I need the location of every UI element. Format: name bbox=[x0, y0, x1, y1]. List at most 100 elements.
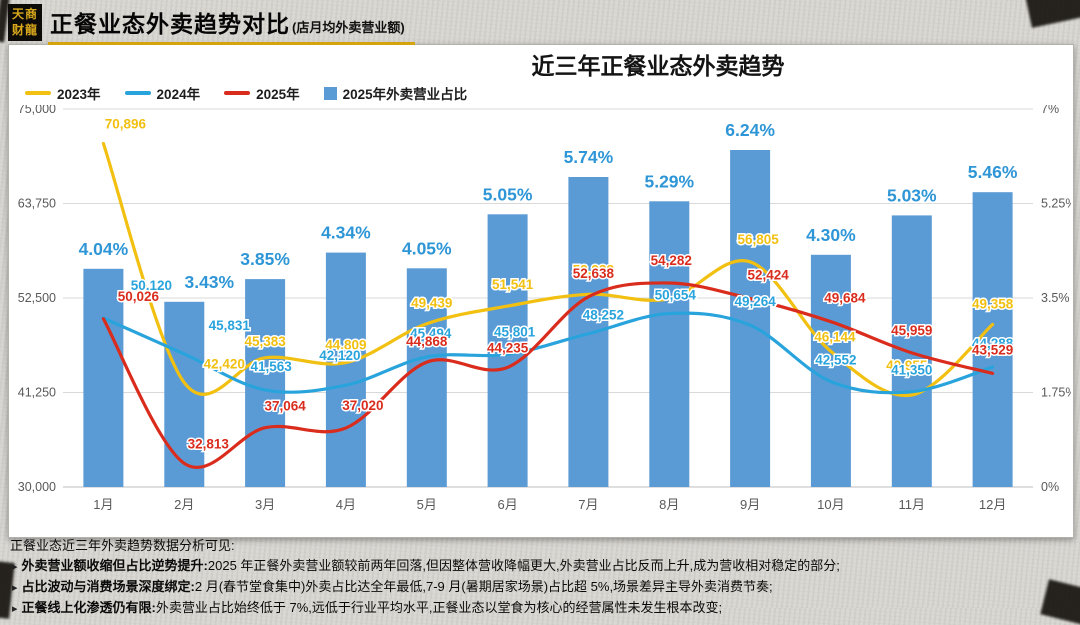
paper-corner-mark bbox=[1025, 0, 1080, 28]
svg-text:1.75%: 1.75% bbox=[1041, 386, 1071, 400]
svg-text:75,000: 75,000 bbox=[18, 105, 56, 116]
svg-text:0%: 0% bbox=[1041, 480, 1059, 494]
svg-text:7月: 7月 bbox=[578, 497, 598, 512]
legend-label: 2024年 bbox=[156, 87, 201, 102]
legend-bar-swatch bbox=[323, 86, 337, 100]
bullet-arrow-icon: ▸ bbox=[12, 561, 18, 573]
analysis-intro: 正餐业态近三年外卖趋势数据分析可见: bbox=[10, 538, 235, 553]
chart-title: 近三年正餐业态外卖趋势 bbox=[531, 53, 785, 79]
svg-text:44,868: 44,868 bbox=[406, 334, 448, 349]
svg-text:4.04%: 4.04% bbox=[79, 239, 129, 259]
svg-text:5.03%: 5.03% bbox=[887, 185, 937, 205]
svg-text:45,801: 45,801 bbox=[494, 324, 536, 339]
svg-text:6.24%: 6.24% bbox=[725, 120, 775, 140]
chart-legend: 2023年 2024年 2025年 2025年外卖营业占比 bbox=[25, 83, 467, 103]
svg-text:4.05%: 4.05% bbox=[402, 238, 452, 258]
svg-text:10月: 10月 bbox=[817, 497, 844, 512]
legend-item-2025: 2025年 bbox=[224, 83, 300, 103]
svg-text:42,420: 42,420 bbox=[204, 357, 245, 372]
svg-text:49,358: 49,358 bbox=[972, 296, 1014, 311]
svg-text:40,955: 40,955 bbox=[886, 358, 928, 373]
svg-text:37,064: 37,064 bbox=[264, 399, 306, 414]
svg-text:5.29%: 5.29% bbox=[644, 171, 694, 191]
combo-chart: 75,000 7% 63,750 5.25% 52,500 3.5% 41,250 1.75%… bbox=[18, 105, 1071, 512]
brand-logo-line1: 天商 bbox=[11, 7, 38, 21]
svg-text:50,026: 50,026 bbox=[118, 289, 160, 304]
svg-text:49,684: 49,684 bbox=[824, 291, 866, 306]
analysis-bullet-title: 占比波动与消费场景深度绑定: bbox=[21, 579, 195, 594]
svg-text:5.25%: 5.25% bbox=[1041, 197, 1071, 211]
svg-text:45,383: 45,383 bbox=[244, 334, 286, 349]
page-subtitle: (店月均外卖营业额) bbox=[292, 20, 405, 35]
svg-text:5.05%: 5.05% bbox=[483, 184, 533, 204]
svg-text:48,252: 48,252 bbox=[583, 308, 624, 323]
svg-text:45,831: 45,831 bbox=[209, 318, 251, 333]
svg-text:44,235: 44,235 bbox=[487, 340, 529, 355]
svg-text:44,288: 44,288 bbox=[972, 336, 1014, 351]
bullet-arrow-icon: ▸ bbox=[12, 603, 18, 615]
svg-text:3.85%: 3.85% bbox=[240, 249, 290, 269]
svg-text:3.5%: 3.5% bbox=[1041, 291, 1070, 305]
analysis-section: 正餐业态近三年外卖趋势数据分析可见: ▸ 外卖营业额收缩但占比逆势提升:2025 … bbox=[10, 538, 1072, 619]
svg-text:30,000: 30,000 bbox=[18, 480, 56, 494]
legend-line-swatch-2024 bbox=[124, 91, 151, 95]
svg-text:42,552: 42,552 bbox=[815, 353, 856, 368]
svg-text:52,500: 52,500 bbox=[18, 291, 56, 305]
svg-text:9月: 9月 bbox=[740, 497, 760, 512]
legend-label: 2025年 bbox=[256, 87, 300, 102]
svg-text:7%: 7% bbox=[1041, 105, 1059, 116]
svg-text:70,896: 70,896 bbox=[105, 117, 147, 132]
svg-text:4月: 4月 bbox=[336, 497, 356, 512]
svg-text:37,020: 37,020 bbox=[342, 398, 383, 413]
legend-item-2023: 2023年 bbox=[25, 83, 101, 103]
svg-text:32,813: 32,813 bbox=[188, 436, 230, 451]
svg-text:49,439: 49,439 bbox=[411, 296, 452, 311]
brand-logo-line2: 财龍 bbox=[11, 22, 38, 37]
svg-text:45,494: 45,494 bbox=[410, 326, 452, 341]
svg-text:4.34%: 4.34% bbox=[321, 223, 371, 243]
svg-text:41,563: 41,563 bbox=[250, 359, 292, 374]
svg-text:44,809: 44,809 bbox=[325, 338, 366, 353]
brand-logo: 天商 财龍 bbox=[8, 4, 42, 41]
svg-text:12月: 12月 bbox=[979, 497, 1006, 512]
svg-text:5.74%: 5.74% bbox=[564, 147, 614, 167]
analysis-bullet-text: 2 月(春节堂食集中)外卖占比达全年最低,7-9 月(暑期居家场景)占比超 5%… bbox=[194, 579, 773, 594]
svg-text:52,638: 52,638 bbox=[573, 266, 615, 281]
chart-card: 近三年正餐业态外卖趋势 2023年 2024年 2025年 2025年外卖营业占… bbox=[8, 44, 1074, 538]
svg-text:46,144: 46,144 bbox=[814, 329, 856, 344]
legend-line-swatch-2025 bbox=[224, 91, 251, 95]
legend-item-bar-share: 2025年外卖营业占比 bbox=[323, 83, 468, 103]
svg-text:52,938: 52,938 bbox=[573, 262, 615, 277]
svg-text:50,654: 50,654 bbox=[655, 288, 697, 303]
svg-text:49,264: 49,264 bbox=[734, 294, 776, 309]
svg-text:54,282: 54,282 bbox=[651, 253, 692, 268]
svg-text:5.46%: 5.46% bbox=[968, 162, 1018, 182]
svg-text:63,750: 63,750 bbox=[18, 197, 56, 211]
svg-text:50,120: 50,120 bbox=[131, 278, 172, 293]
legend-line-swatch-2023 bbox=[25, 91, 51, 95]
svg-text:45,959: 45,959 bbox=[891, 323, 932, 338]
svg-text:43,529: 43,529 bbox=[972, 342, 1013, 357]
svg-text:52,424: 52,424 bbox=[747, 268, 789, 283]
svg-text:5月: 5月 bbox=[417, 497, 437, 512]
svg-text:41,350: 41,350 bbox=[891, 363, 932, 378]
svg-text:42,120: 42,120 bbox=[319, 348, 360, 363]
page-title: 正餐业态外卖趋势对比 bbox=[50, 11, 290, 37]
svg-text:56,805: 56,805 bbox=[737, 232, 779, 247]
analysis-bullet-1: ▸ 外卖营业额收缩但占比逆势提升:2025 年正餐外卖营业额较前两年回落,但因整体… bbox=[10, 556, 1072, 577]
page-header: 天商 财龍 正餐业态外卖趋势对比 (店月均外卖营业额) bbox=[8, 4, 415, 45]
legend-label: 2023年 bbox=[57, 87, 101, 102]
bullet-arrow-icon: ▸ bbox=[12, 582, 18, 594]
legend-item-2024: 2024年 bbox=[124, 83, 201, 103]
svg-text:41,250: 41,250 bbox=[18, 386, 56, 400]
svg-text:1月: 1月 bbox=[93, 497, 113, 512]
legend-label: 2025年外卖营业占比 bbox=[342, 87, 468, 102]
svg-text:6月: 6月 bbox=[497, 497, 517, 512]
analysis-bullet-title: 外卖营业额收缩但占比逆势提升: bbox=[21, 558, 208, 573]
page-title-block: 正餐业态外卖趋势对比 (店月均外卖营业额) bbox=[48, 4, 415, 45]
analysis-bullet-text: 2025 年正餐外卖营业额较前两年回落,但因整体营收降幅更大,外卖营业占比反而上… bbox=[207, 558, 840, 573]
svg-text:4.30%: 4.30% bbox=[806, 225, 856, 245]
svg-text:11月: 11月 bbox=[899, 497, 926, 512]
svg-text:51,541: 51,541 bbox=[492, 277, 534, 292]
